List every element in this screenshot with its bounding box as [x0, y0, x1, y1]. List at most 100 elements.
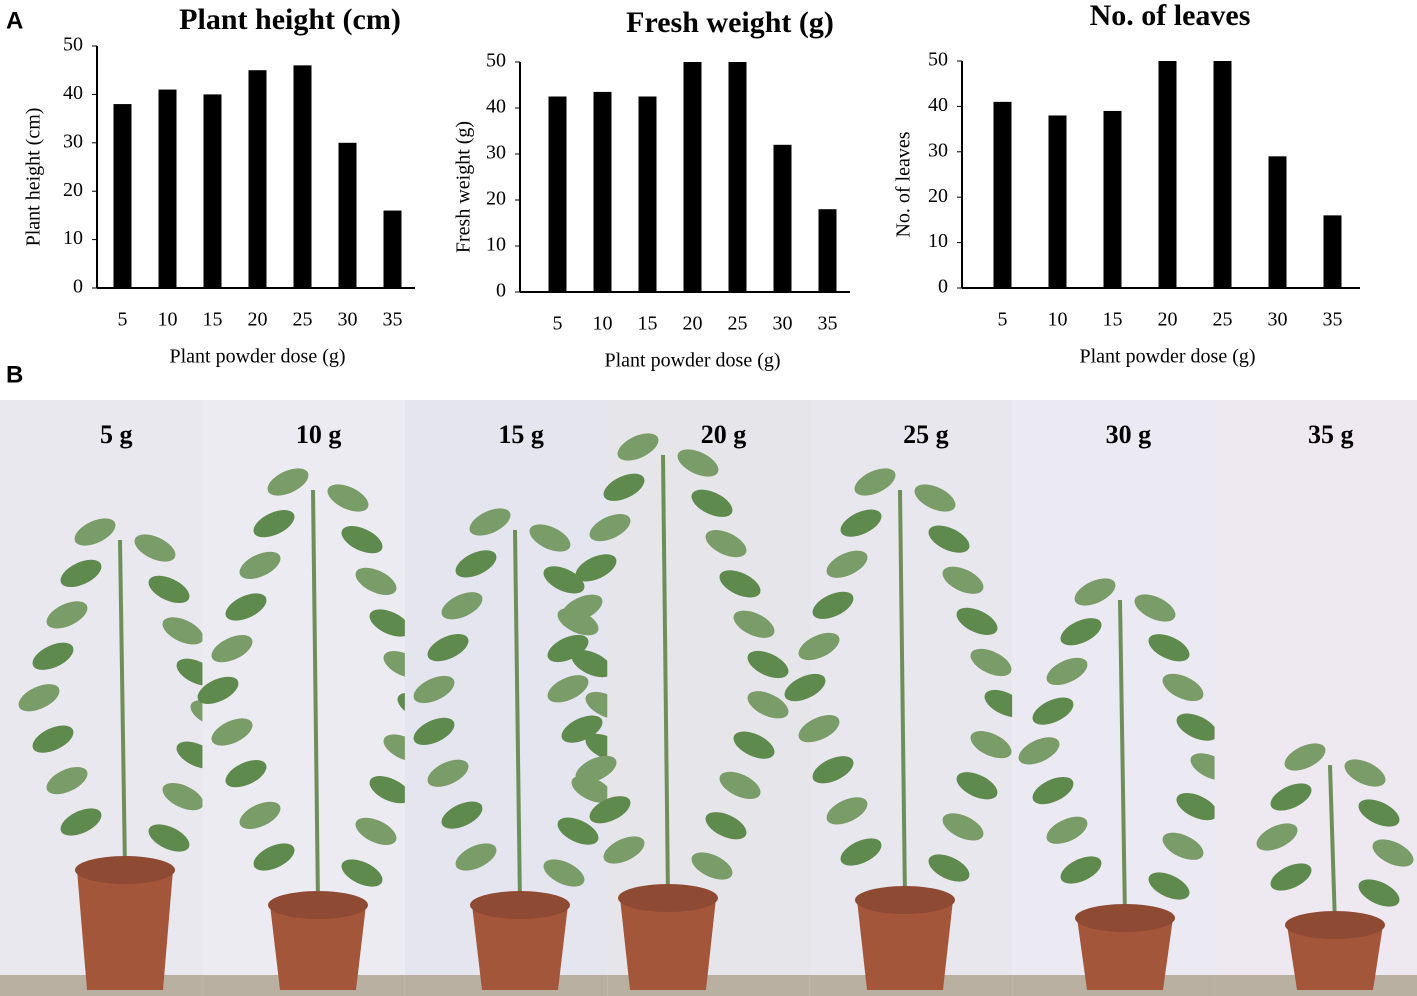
leaf — [1134, 594, 1176, 622]
pot-rim — [75, 856, 175, 884]
leaf — [341, 859, 383, 887]
pot — [1287, 925, 1383, 990]
bar — [593, 91, 612, 293]
leaf — [211, 718, 253, 746]
leaf — [469, 508, 511, 536]
x-tick-label: 5 — [553, 313, 563, 335]
leaf — [327, 484, 369, 512]
bar — [1268, 156, 1287, 288]
pot-rim — [855, 886, 955, 914]
leaf — [148, 575, 190, 604]
leaf — [32, 725, 74, 753]
leaf — [74, 518, 116, 546]
x-axis-label: Plant powder dose (g) — [604, 350, 780, 372]
leaf — [134, 534, 176, 562]
leaf — [1176, 792, 1218, 821]
x-tick-label: 10 — [593, 313, 613, 335]
leaf — [705, 529, 747, 558]
photo-label: 5 g — [100, 420, 133, 449]
y-tick-label: 10 — [928, 230, 948, 252]
y-tick-label: 10 — [486, 234, 506, 256]
bar — [248, 70, 267, 288]
leaf — [267, 468, 309, 496]
pot-rim — [470, 891, 570, 919]
stem — [513, 529, 522, 906]
leaf — [970, 648, 1012, 677]
x-tick-label: 5 — [118, 309, 128, 331]
leaf — [441, 801, 483, 829]
bar — [1323, 215, 1342, 288]
y-axis-label: Plant height (cm) — [23, 108, 45, 247]
leaf — [589, 513, 631, 542]
bar — [728, 62, 747, 292]
bar — [683, 62, 702, 292]
photo-label: 15 g — [498, 420, 544, 449]
leaf — [60, 559, 102, 588]
leaf — [812, 591, 854, 619]
pot — [620, 898, 716, 990]
x-axis-label: Plant powder dose (g) — [1079, 346, 1255, 368]
leaf — [1032, 697, 1074, 725]
bar — [1158, 61, 1177, 288]
leaf — [547, 634, 589, 663]
bar — [113, 104, 132, 288]
pot — [77, 870, 173, 990]
x-tick-label: 25 — [1213, 309, 1233, 331]
bar — [293, 65, 312, 288]
leaf — [1032, 776, 1074, 805]
leaf — [1372, 839, 1414, 867]
leaf — [575, 554, 617, 582]
leaf — [928, 525, 970, 553]
leaf — [46, 601, 88, 629]
leaf — [747, 650, 789, 679]
leaf — [561, 715, 603, 743]
pot — [270, 905, 366, 990]
leaf — [253, 510, 295, 538]
leaf — [253, 843, 295, 871]
leaf — [1074, 578, 1116, 606]
leaf — [1270, 783, 1312, 811]
leaf — [1344, 759, 1386, 787]
leaf — [826, 550, 868, 578]
leaf — [18, 684, 60, 712]
photo-background — [1214, 400, 1417, 996]
leaf — [46, 766, 88, 795]
leaf — [341, 526, 383, 554]
y-tick-label: 40 — [63, 82, 83, 104]
leaf — [798, 632, 840, 661]
bar — [158, 89, 177, 288]
leaf — [225, 760, 267, 788]
leaf — [1256, 823, 1298, 851]
leaf — [617, 433, 659, 461]
leaf — [1018, 737, 1060, 765]
y-axis-label: No. of leaves — [893, 131, 915, 237]
leaf — [928, 854, 970, 882]
bar — [818, 209, 837, 292]
leaf — [413, 717, 455, 746]
leaf — [557, 817, 599, 845]
y-tick-label: 40 — [928, 94, 948, 116]
x-tick-label: 30 — [1268, 309, 1288, 331]
x-tick-label: 30 — [773, 313, 793, 335]
stem — [311, 489, 320, 906]
x-tick-label: 30 — [338, 309, 358, 331]
x-tick-label: 20 — [1158, 309, 1178, 331]
leaf — [369, 776, 411, 804]
leaf — [1270, 863, 1312, 891]
leaf — [427, 633, 469, 662]
photo-label: 35 g — [1308, 420, 1354, 449]
stem — [1118, 599, 1127, 919]
leaf — [1176, 713, 1218, 741]
y-tick-label: 30 — [928, 139, 948, 161]
y-tick-label: 20 — [63, 179, 83, 201]
pot-rim — [1075, 904, 1175, 932]
leaf — [603, 836, 645, 864]
stem — [1328, 764, 1337, 926]
leaf — [691, 852, 733, 880]
panel-label: A — [6, 7, 23, 34]
leaf — [784, 673, 826, 702]
x-tick-label: 10 — [1048, 309, 1068, 331]
leaf — [1046, 816, 1088, 844]
x-tick-label: 25 — [293, 309, 313, 331]
leaf — [427, 759, 469, 787]
